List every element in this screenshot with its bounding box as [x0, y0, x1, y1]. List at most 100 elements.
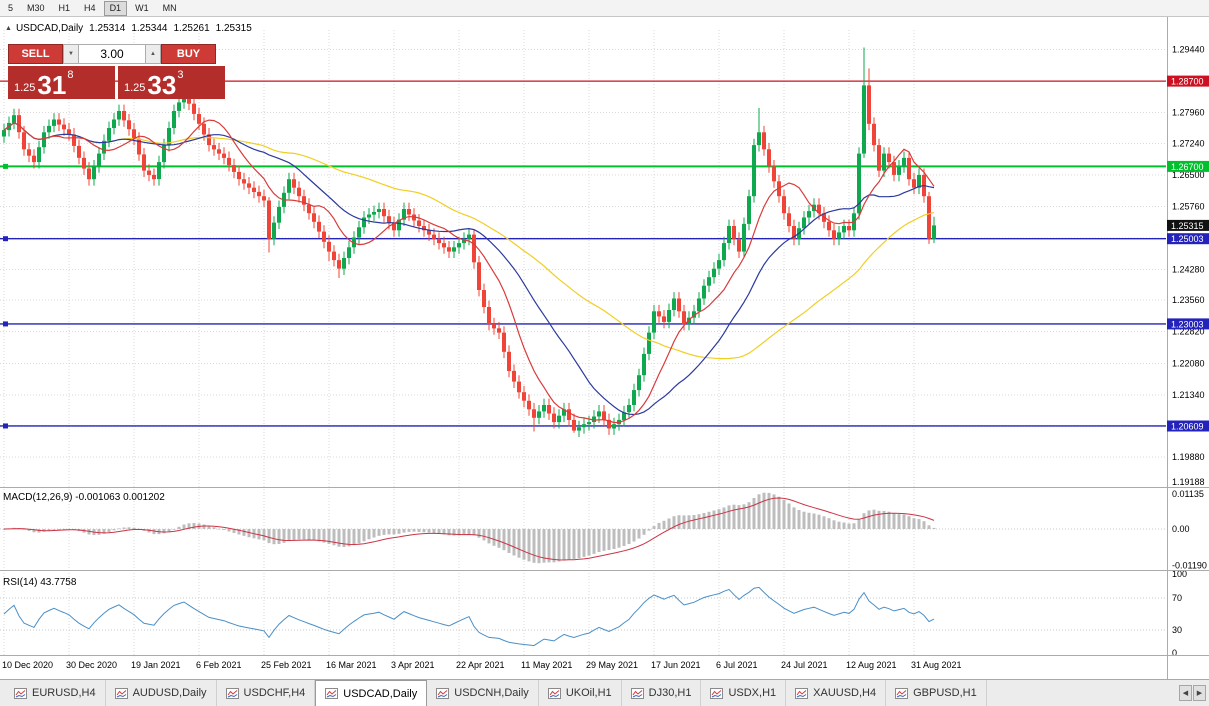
buy-price-display[interactable]: 1.25 33 3 [118, 66, 225, 99]
chart-window: MACD(12,26,9) -0.001063 0.001202 RSI(14) … [0, 17, 1209, 679]
price-level-badge [1167, 233, 1209, 245]
chart-tab-icon [325, 688, 339, 699]
chart-canvas[interactable]: MACD(12,26,9) -0.001063 0.001202 RSI(14) … [0, 17, 1209, 679]
chart-tab-label: AUDUSD,Daily [132, 687, 207, 699]
timeframe-button-h4[interactable]: H4 [78, 1, 102, 16]
sell-price-sup: 8 [67, 69, 74, 81]
svg-text:1.25003: 1.25003 [1171, 234, 1204, 244]
svg-text:1.23003: 1.23003 [1171, 319, 1204, 329]
time-axis[interactable]: 10 Dec 2020 30 Dec 2020 19 Jan 2021 6 Feb 2… [2, 660, 962, 670]
hline-anchor-marker [3, 163, 8, 169]
volume-increase-button[interactable]: ▲ [145, 44, 161, 64]
chart-tab-label: XAUUSD,H4 [813, 687, 877, 699]
ohlc-high: 1.25344 [131, 23, 168, 34]
chart-tab-audusd-daily[interactable]: AUDUSD,Daily [106, 680, 217, 706]
svg-text:1.26500: 1.26500 [1172, 170, 1205, 180]
svg-text:-0.01190: -0.01190 [1172, 561, 1207, 571]
svg-text:RSI(14) 43.7758: RSI(14) 43.7758 [3, 577, 77, 588]
chart-tab-usdcad-daily[interactable]: USDCAD,Daily [315, 680, 428, 706]
chart-tab-icon [225, 687, 239, 699]
chart-tab-icon [114, 687, 128, 699]
chart-tab-eurusd-h4[interactable]: EURUSD,H4 [5, 680, 106, 706]
sell-price-big: 31 [37, 70, 67, 100]
chart-tab-label: EURUSD,H4 [32, 687, 96, 699]
ohlc-low: 1.25261 [173, 23, 210, 34]
svg-text:1.24280: 1.24280 [1172, 265, 1205, 275]
chart-tab-xauusd-h4[interactable]: XAUUSD,H4 [786, 680, 887, 706]
chart-tab-label: GBPUSD,H1 [913, 687, 977, 699]
svg-text:1.25760: 1.25760 [1172, 201, 1205, 211]
chart-tab-icon [710, 687, 724, 699]
chart-tab-bar: EURUSD,H4 AUDUSD,Daily USDCHF,H4 USDCAD,Dai… [0, 679, 1209, 706]
svg-text:1.22080: 1.22080 [1172, 358, 1205, 368]
tab-scroll-left-button[interactable]: ◀ [1179, 685, 1192, 701]
chart-tabs: EURUSD,H4 AUDUSD,Daily USDCHF,H4 USDCAD,Dai… [5, 680, 987, 706]
tab-scroll-controls: ◀ ▶ [1179, 685, 1206, 701]
rsi-panel: RSI(14) 43.7758 [0, 577, 1166, 647]
chart-tab-gbpusd-h1[interactable]: GBPUSD,H1 [886, 680, 987, 706]
volume-decrease-button[interactable]: ▼ [63, 44, 79, 64]
timeframe-button-mn[interactable]: MN [157, 1, 183, 16]
sell-price-display[interactable]: 1.25 31 8 [8, 66, 115, 99]
svg-text:24 Jul 2021: 24 Jul 2021 [781, 660, 828, 670]
svg-text:1.27960: 1.27960 [1172, 108, 1205, 118]
svg-text:MACD(12,26,9) -0.001063 0.0012: MACD(12,26,9) -0.001063 0.001202 [3, 492, 165, 503]
chart-tab-usdcnh-daily[interactable]: USDCNH,Daily [427, 680, 539, 706]
timeframe-button-m30[interactable]: M30 [21, 1, 51, 16]
price-level-badge [1167, 160, 1209, 172]
price-level-badge [1167, 420, 1209, 432]
svg-text:0.00: 0.00 [1172, 524, 1190, 534]
chart-tab-dj30-h1[interactable]: DJ30,H1 [622, 680, 702, 706]
hline-anchor-marker [3, 236, 8, 242]
timeframe-button-5[interactable]: 5 [2, 1, 19, 16]
one-click-toggle-icon[interactable]: ▲ [5, 25, 12, 32]
candlestick-series[interactable] [2, 47, 936, 438]
timeframe-button-w1[interactable]: W1 [129, 1, 155, 16]
svg-text:11 May 2021: 11 May 2021 [521, 660, 572, 670]
chart-tab-label: USDCHF,H4 [243, 687, 306, 699]
symbol-timeframe-label: USDCAD,Daily [15, 23, 84, 34]
svg-text:70: 70 [1172, 593, 1182, 603]
svg-text:1.26700: 1.26700 [1171, 162, 1204, 172]
sell-price-small: 1.25 [14, 82, 36, 94]
chart-tab-usdx-h1[interactable]: USDX,H1 [701, 680, 787, 706]
chart-tab-label: USDCAD,Daily [343, 687, 418, 700]
svg-text:22 Apr 2021: 22 Apr 2021 [456, 660, 505, 670]
chart-tab-icon [547, 687, 561, 699]
timeframe-button-h1[interactable]: H1 [53, 1, 77, 16]
chart-tab-usdchf-h4[interactable]: USDCHF,H4 [217, 680, 316, 706]
chart-tab-icon [795, 687, 809, 699]
svg-text:3 Apr 2021: 3 Apr 2021 [391, 660, 435, 670]
hline-anchor-marker [3, 321, 8, 327]
svg-text:1.23560: 1.23560 [1172, 295, 1205, 305]
chart-tab-icon [436, 687, 450, 699]
chart-tab-label: DJ30,H1 [648, 687, 692, 699]
chart-title: ▲ USDCAD,Daily 1.25314 1.25344 1.25261 1… [5, 23, 252, 34]
one-click-trading-panel: SELL ▼ ▲ BUY 1.25 31 8 1.25 33 3 [8, 44, 227, 99]
horizontal-level-lines [0, 80, 1166, 429]
svg-text:19 Jan 2021: 19 Jan 2021 [131, 660, 181, 670]
svg-text:1.22820: 1.22820 [1172, 327, 1205, 337]
svg-text:29 May 2021: 29 May 2021 [586, 660, 638, 670]
svg-text:0: 0 [1172, 648, 1177, 658]
price-level-badge [1167, 318, 1209, 330]
svg-text:12 Aug 2021: 12 Aug 2021 [846, 660, 897, 670]
timeframe-button-d1[interactable]: D1 [103, 0, 128, 16]
tab-scroll-right-button[interactable]: ▶ [1193, 685, 1206, 701]
timeframe-toolbar: 5 M30 H1 H4 D1 W1 MN [0, 0, 1209, 17]
volume-input[interactable] [79, 44, 145, 64]
sell-button[interactable]: SELL [8, 44, 63, 64]
svg-text:16 Mar 2021: 16 Mar 2021 [326, 660, 377, 670]
ohlc-close: 1.25315 [215, 23, 252, 34]
svg-text:30: 30 [1172, 625, 1182, 635]
buy-price-big: 33 [147, 70, 177, 100]
svg-text:1.19880: 1.19880 [1172, 452, 1205, 462]
chart-tab-icon [895, 687, 909, 699]
svg-text:10 Dec 2020: 10 Dec 2020 [2, 660, 53, 670]
chart-tab-icon [630, 687, 644, 699]
buy-button[interactable]: BUY [161, 44, 216, 64]
moving-average-lines [3, 119, 935, 424]
chart-tab-ukoil-h1[interactable]: UKOil,H1 [539, 680, 622, 706]
